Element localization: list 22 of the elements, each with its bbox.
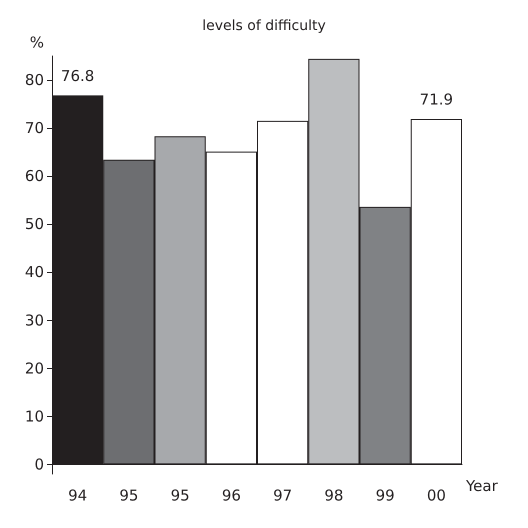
- x-tick-label: 95: [119, 486, 138, 504]
- data-label: 76.8: [60, 66, 94, 85]
- x-tick-label: 95: [170, 486, 190, 504]
- y-tick-label: 20: [24, 359, 44, 378]
- y-tick-label: 30: [24, 311, 44, 330]
- y-tick-label: 0: [34, 455, 44, 474]
- x-tick-label: 94: [68, 486, 88, 504]
- x-tick-label: 96: [222, 486, 241, 504]
- y-tick-label: 10: [24, 407, 44, 426]
- x-tick-label: 00: [426, 486, 446, 504]
- y-tick-label: 40: [24, 263, 44, 282]
- x-tick-label: 99: [376, 486, 395, 504]
- y-axis-title: %: [30, 34, 44, 52]
- x-tick-label: 97: [273, 486, 292, 504]
- y-tick-label: 70: [24, 119, 44, 138]
- data-label: 71.9: [420, 90, 454, 108]
- chart-title: levels of difficulty: [202, 18, 326, 34]
- y-tick-label: 50: [24, 215, 44, 234]
- x-axis-title: Year: [465, 476, 499, 495]
- x-tick-label: 98: [324, 486, 344, 504]
- y-tick-label: 80: [24, 71, 44, 90]
- y-tick-label: 60: [24, 167, 44, 186]
